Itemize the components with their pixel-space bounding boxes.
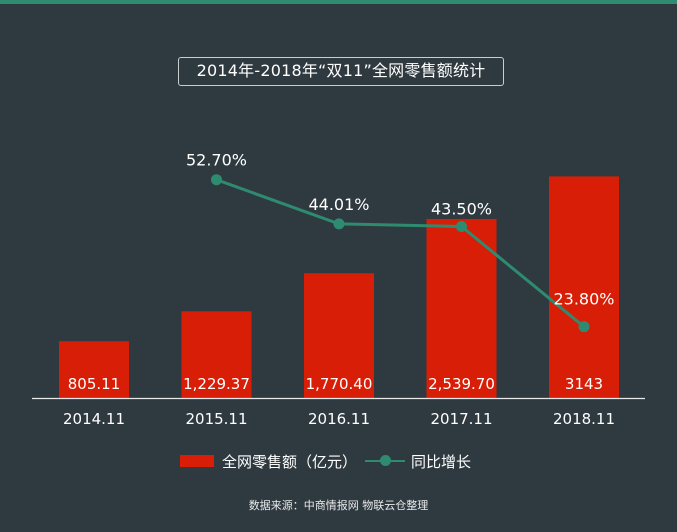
chart-title: 2014年-2018年“双11”全网零售额统计 [178, 57, 504, 86]
bar-2016.11 [304, 273, 374, 398]
bar-2018.11 [549, 176, 619, 398]
bar-value-label: 1,770.40 [306, 375, 373, 393]
bar-2014.11 [59, 341, 129, 398]
legend-swatch-line [365, 454, 406, 468]
top-accent-bar [0, 0, 677, 4]
bar-value-label: 805.11 [68, 375, 121, 393]
chart-legend: 全网零售额（亿元） 同比增长 [180, 449, 471, 473]
growth-point [211, 174, 222, 186]
bar-2015.11 [181, 311, 252, 398]
x-tick-label: 2017.11 [430, 410, 492, 428]
growth-point [456, 220, 467, 232]
legend-label-bar: 全网零售额（亿元） [222, 452, 358, 471]
growth-point [578, 321, 590, 333]
bar-value-label: 1,229.37 [183, 375, 250, 393]
x-tick-label: 2016.11 [308, 410, 370, 428]
growth-label: 52.70% [186, 151, 247, 170]
x-tick-label: 2014.11 [63, 410, 125, 428]
growth-label: 44.01% [308, 195, 369, 214]
bar-value-label: 2,539.70 [428, 375, 495, 393]
bar-value-label: 3143 [565, 375, 603, 393]
x-tick-label: 2015.11 [185, 410, 247, 428]
growth-point [333, 218, 345, 230]
growth-label: 43.50% [431, 199, 492, 218]
growth-label: 23.80% [553, 290, 614, 309]
x-tick-label: 2018.11 [553, 410, 615, 428]
growth-line [215, 178, 585, 328]
bar-2017.11 [426, 218, 497, 398]
legend-label-line: 同比增长 [411, 452, 472, 471]
source-note: 数据来源：中商情报网 物联云仓整理 [248, 499, 429, 512]
legend-swatch-bar [180, 455, 214, 467]
